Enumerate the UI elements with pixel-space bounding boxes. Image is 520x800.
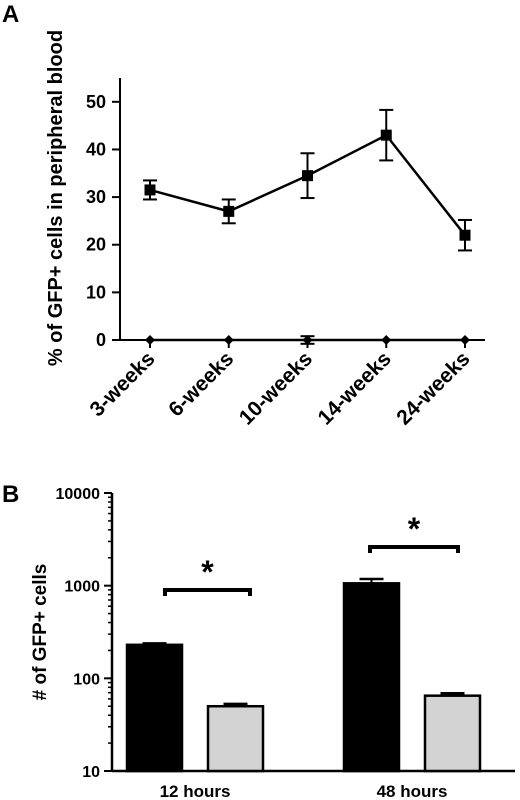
- data-point: [144, 184, 156, 196]
- panel-b-y-tick-label: 10: [82, 764, 100, 781]
- panel-b-x-tick-label: 12 hours: [160, 782, 231, 800]
- bar-12-hours-series-1: [125, 643, 184, 773]
- panel-a-letter: A: [2, 1, 19, 28]
- panel-a-y-tick-label: 20: [86, 235, 106, 255]
- panel-a-y-tick-label: 50: [86, 92, 106, 112]
- data-point: [145, 335, 155, 345]
- bar-48-hours-series-2: [423, 694, 482, 773]
- data-point: [223, 335, 234, 345]
- data-point: [460, 335, 470, 345]
- panel-b-y-tick-label: 10000: [56, 486, 101, 503]
- data-point: [302, 170, 313, 182]
- panel-b: B # of GFP+ cells 10 100 1000 10000 12 hour…: [2, 481, 515, 800]
- data-point: [223, 205, 235, 217]
- data-point: [302, 335, 313, 345]
- panel-b-annotations: **: [163, 511, 460, 596]
- panel-a-x-tick-label: 10-weeks: [235, 347, 317, 429]
- panel-b-bars: [125, 577, 482, 773]
- data-point: [380, 129, 392, 141]
- panel-a-y-tick-label: 30: [86, 187, 106, 207]
- panel-b-x-tick-label: 48 hours: [377, 782, 448, 800]
- significance-star: *: [408, 511, 421, 547]
- panel-a-x-tick-label: 6-weeks: [164, 347, 238, 421]
- panel-a-y-tick-label: 10: [86, 282, 106, 302]
- data-point: [459, 229, 471, 241]
- panel-a-y-ticks: 0 10 20 30 40 50: [86, 92, 120, 350]
- panel-a-x-tick-label: 3-weeks: [85, 347, 159, 421]
- bar-48-hours-series-1: [342, 582, 401, 773]
- data-point: [381, 335, 392, 345]
- panel-a-y-tick-label: 0: [96, 330, 106, 350]
- panel-a-x-tick-label: 24-weeks: [392, 347, 474, 429]
- panel-b-y-tick-label: 100: [73, 671, 100, 688]
- panel-b-y-axis-label: # of GFP+ cells: [30, 564, 51, 701]
- panel-a-series: [143, 108, 472, 345]
- significance-bracket: [368, 545, 460, 553]
- panel-a-x-tick-label: 14-weeks: [313, 347, 395, 429]
- panel-a: A % of GFP+ cells in peripheral blood 0 1…: [2, 1, 485, 430]
- panel-a-axes: [119, 78, 485, 341]
- significance-star: *: [201, 554, 214, 590]
- panel-b-y-ticks: 10 100 1000 10000: [56, 486, 112, 781]
- panel-b-y-tick-label: 1000: [64, 579, 100, 596]
- panel-a-y-tick-label: 40: [86, 139, 106, 159]
- panel-a-y-axis-label: % of GFP+ cells in peripheral blood: [45, 30, 67, 366]
- panel-b-letter: B: [2, 481, 19, 508]
- panel-b-x-ticks: 12 hours 48 hours: [160, 782, 448, 800]
- bar-12-hours-series-2: [206, 704, 265, 773]
- significance-bracket: [163, 588, 252, 596]
